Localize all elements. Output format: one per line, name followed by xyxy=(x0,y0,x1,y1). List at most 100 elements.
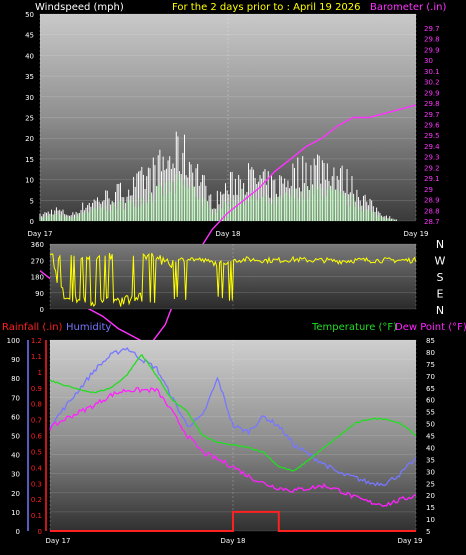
day-tick-label: Day 18 xyxy=(221,537,246,545)
windspeed-tick-label: 20 xyxy=(25,135,34,143)
barometer-tick-label: 29.2 xyxy=(424,164,440,172)
windspeed-axis-label: Windspeed (mph) xyxy=(35,2,124,13)
windspeed-tick-label: 50 xyxy=(25,11,34,19)
chart-title: For the 2 days prior to : April 19 2026 xyxy=(172,2,361,13)
rainfall-tick-label: 0.2 xyxy=(31,496,42,504)
dewpoint-line xyxy=(49,387,417,508)
wind-direction-line xyxy=(49,252,417,307)
temp-humidity-plot xyxy=(50,340,416,531)
wind-barometer-series xyxy=(39,104,417,347)
rainfall-tick-label: 0.6 xyxy=(31,433,43,441)
windspeed-tick-label: 30 xyxy=(25,94,34,102)
direction-tick-label: 0 xyxy=(40,306,44,314)
wind-x-axis: Day 17 Day 18 Day 19 xyxy=(28,230,429,238)
rainfall-tick-label: 0.1 xyxy=(31,512,42,520)
barometer-tick-label: 29.9 xyxy=(424,46,440,54)
windspeed-tick-label: 15 xyxy=(25,156,34,164)
barometer-tick-label: 29.3 xyxy=(424,154,440,162)
temperature-tick-label: 20 xyxy=(426,492,435,500)
humidity-tick-label: 50 xyxy=(11,433,20,441)
rainfall-axis-label: Rainfall (.in) xyxy=(2,322,63,333)
barometer-tick-label: 29.6 xyxy=(424,122,440,130)
barometer-tick-label: 29.9 xyxy=(424,89,440,97)
rainfall-tick-label: 1 xyxy=(38,369,42,377)
humidity-axis-label: Humidity xyxy=(66,322,111,333)
temperature-axis-label: Temperature (°F) xyxy=(311,322,397,333)
barometer-tick-label: 29.4 xyxy=(424,143,440,151)
humidity-tick-label: 90 xyxy=(11,356,20,364)
humidity-tick-label: 40 xyxy=(11,452,20,460)
humidity-tick-label: 80 xyxy=(11,375,20,383)
barometer-y-axis: 29.7 29.8 29.9 30 30.1 30.2 29.9 29.8 29.7 29.6 29… xyxy=(424,25,440,226)
rainfall-tick-label: 0 xyxy=(38,528,42,536)
windspeed-tick-label: 10 xyxy=(25,177,34,185)
rainfall-tick-label: 0.9 xyxy=(31,385,42,393)
windspeed-tick-label: 35 xyxy=(25,73,34,81)
barometer-tick-label: 28.9 xyxy=(424,197,440,205)
windspeed-tick-label: 5 xyxy=(30,197,34,205)
humidity-line xyxy=(49,346,417,487)
lower-x-axis: Day 17 Day 18 Day 19 xyxy=(46,537,423,545)
barometer-tick-label: 30.1 xyxy=(424,68,440,76)
barometer-tick-label: 30.2 xyxy=(424,79,440,87)
rainfall-tick-label: 0.5 xyxy=(31,448,42,456)
barometer-tick-label: 29.5 xyxy=(424,132,440,140)
rainfall-tick-label: 0.7 xyxy=(31,417,42,425)
barometer-tick-label: 30 xyxy=(424,57,433,65)
barometer-tick-label: 28.7 xyxy=(424,218,440,226)
day-tick-label: Day 17 xyxy=(46,537,71,545)
windspeed-tick-label: 25 xyxy=(25,115,34,123)
barometer-tick-label: 29.1 xyxy=(424,175,440,183)
windspeed-tick-label: 40 xyxy=(25,52,34,60)
temperature-tick-label: 50 xyxy=(426,421,435,429)
day-tick-label: Day 19 xyxy=(404,230,429,238)
wind-plot-grid xyxy=(39,13,417,222)
temperature-tick-label: 70 xyxy=(426,373,435,381)
humidity-tick-label: 70 xyxy=(11,394,20,402)
temperature-y-axis: 5 10 15 20 25 30 35 40 45 50 55 60 65 70 75 80 85 xyxy=(426,337,435,536)
temperature-tick-label: 45 xyxy=(426,433,435,441)
temperature-tick-label: 15 xyxy=(426,504,435,512)
temperature-tick-label: 25 xyxy=(426,480,435,488)
day-tick-label: Day 17 xyxy=(28,230,53,238)
rainfall-tick-label: 0.3 xyxy=(31,480,42,488)
barometer-tick-label: 29.8 xyxy=(424,100,440,108)
dewpoint-axis-label: Dew Point (°F) xyxy=(395,322,466,333)
direction-series xyxy=(49,252,417,307)
direction-tick-label: 270 xyxy=(31,257,44,265)
temperature-tick-label: 80 xyxy=(426,349,435,357)
rainfall-y-axis: 0 0.1 0.2 0.3 0.4 0.5 0.6 0.7 0.8 0.9 1 1.1 1.2 xyxy=(31,337,47,536)
windspeed-tick-label: 0 xyxy=(30,218,34,226)
temperature-tick-label: 85 xyxy=(426,337,435,345)
compass-label: N xyxy=(436,304,444,317)
temperature-line xyxy=(49,353,417,472)
compass-label: W xyxy=(435,255,446,268)
humidity-tick-label: 10 xyxy=(11,509,20,517)
temperature-tick-label: 5 xyxy=(426,528,430,536)
temperature-tick-label: 75 xyxy=(426,361,435,369)
humidity-tick-label: 30 xyxy=(11,471,20,479)
compass-label: S xyxy=(437,271,444,284)
compass-label: N xyxy=(436,238,444,251)
day-tick-label: Day 18 xyxy=(216,230,241,238)
lower-series xyxy=(49,346,417,532)
temperature-tick-label: 35 xyxy=(426,456,435,464)
barometer-tick-label: 29 xyxy=(424,186,433,194)
barometer-line xyxy=(39,104,417,347)
humidity-tick-label: 100 xyxy=(7,337,20,345)
rainfall-tick-label: 1.1 xyxy=(31,353,42,361)
windspeed-y-axis: 0 5 10 15 20 25 30 35 40 45 50 xyxy=(25,11,34,226)
rainfall-tick-label: 0.8 xyxy=(31,401,42,409)
temperature-tick-label: 65 xyxy=(426,385,435,393)
humidity-tick-label: 20 xyxy=(11,490,20,498)
rainfall-tick-label: 0.4 xyxy=(31,464,43,472)
rainfall-line xyxy=(50,510,416,532)
direction-tick-label: 90 xyxy=(35,290,44,298)
barometer-tick-label: 29.7 xyxy=(424,25,440,33)
barometer-tick-label: 29.8 xyxy=(424,36,440,44)
direction-y-axis: 0 90 180 270 360 xyxy=(31,241,44,314)
humidity-tick-label: 60 xyxy=(11,413,20,421)
direction-tick-label: 180 xyxy=(31,274,44,282)
compass-label: E xyxy=(437,288,444,301)
